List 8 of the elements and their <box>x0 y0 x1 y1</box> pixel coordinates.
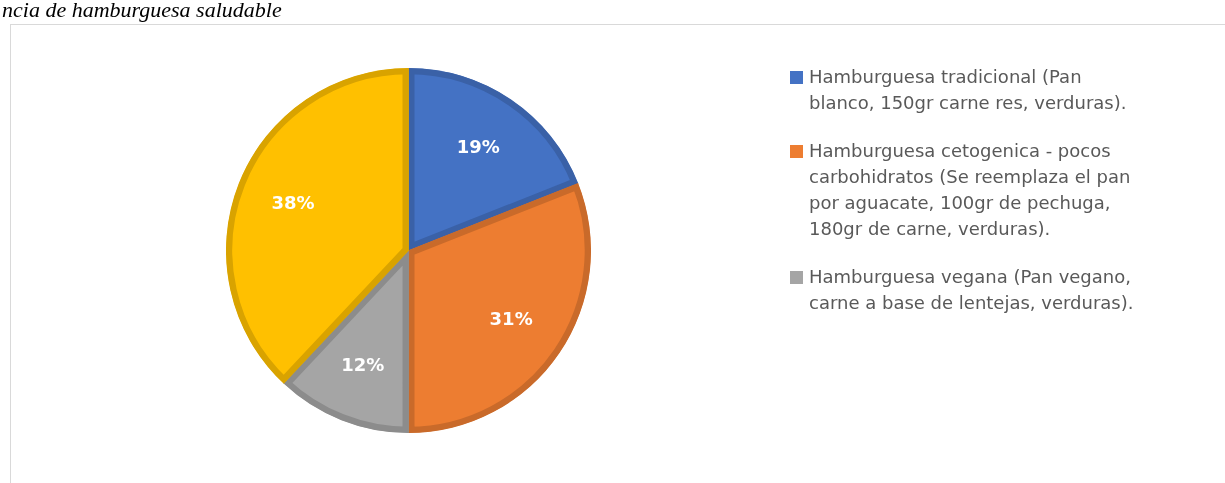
legend-label: Hamburguesa tradicional (Pan blanco, 150gr carne res, verduras). <box>809 65 1128 115</box>
legend-label: Hamburguesa vegana (Pan vegano, carne a base de lentejas, verduras). <box>809 265 1135 315</box>
data-label: 19% <box>456 135 500 157</box>
data-label: 31% <box>489 307 533 329</box>
data-label: 12% <box>341 353 385 375</box>
legend-label: Hamburguesa cetogenica - pocos carbohidratos (Se reemplaza el pan por aguacate, 100gr de pechuga, 180gr de carne, verduras). <box>809 139 1132 241</box>
data-label: 38% <box>271 192 315 214</box>
chart-title: ncia de hamburguesa saludable <box>2 0 282 23</box>
